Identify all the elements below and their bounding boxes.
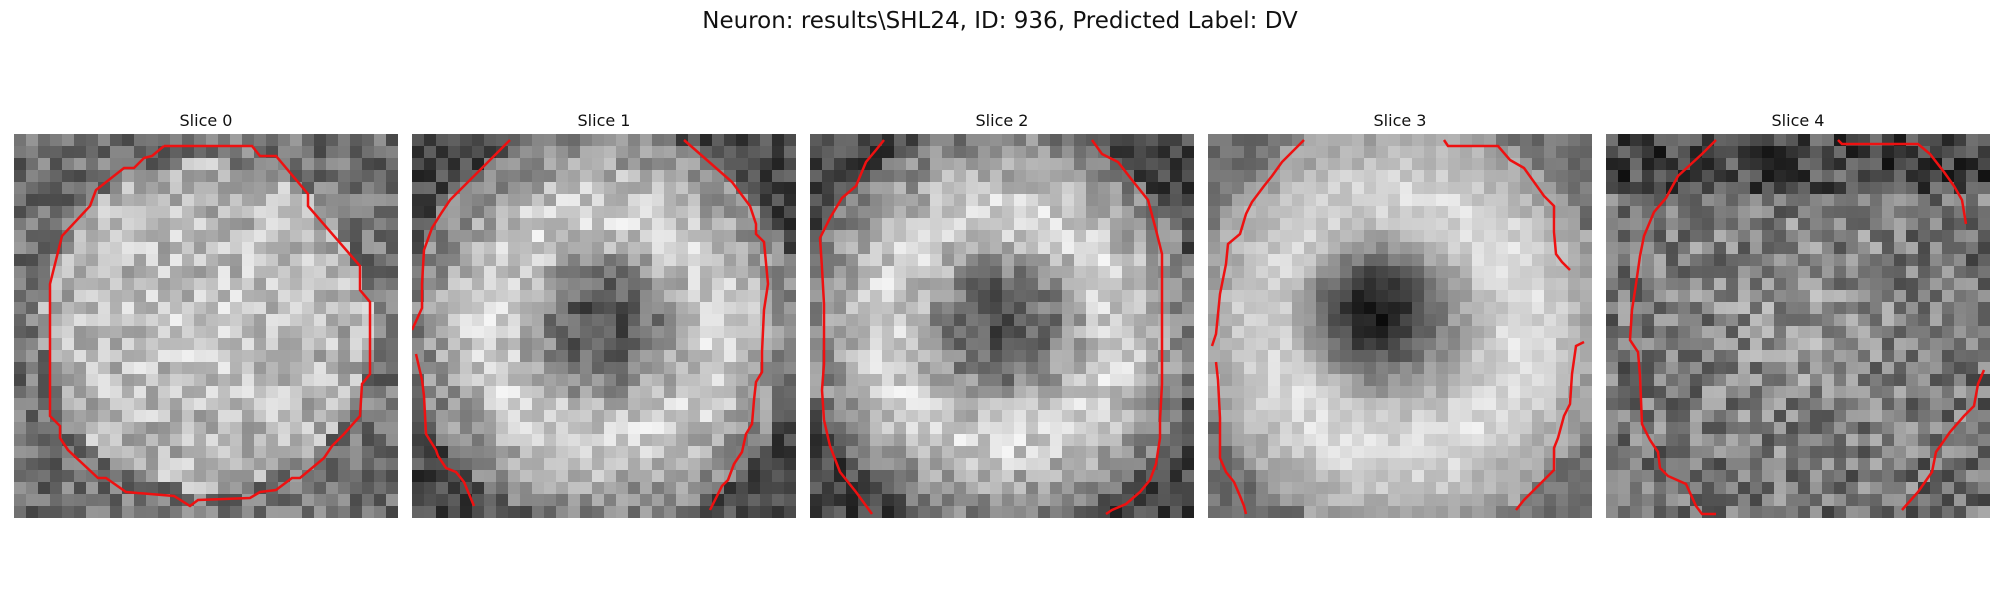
slice-panel-2: Slice 2 [810, 108, 1194, 518]
slice-title: Slice 2 [975, 111, 1029, 130]
slice-grayscale-image [1606, 134, 1990, 518]
slice-panel-1: Slice 1 [412, 108, 796, 518]
slice-grayscale-image [412, 134, 796, 518]
slice-image [14, 134, 398, 518]
slice-title: Slice 1 [577, 111, 631, 130]
roi-contour [818, 139, 1164, 516]
slice-image [412, 134, 796, 518]
roi-contour [1628, 139, 1986, 516]
slice-image [1208, 134, 1592, 518]
slice-grayscale-image [810, 134, 1194, 518]
slice-grayscale-image [1208, 134, 1592, 518]
slice-panel-4: Slice 4 [1606, 108, 1990, 518]
roi-contour [412, 139, 770, 511]
figure-title: Neuron: results\SHL24, ID: 936, Predicte… [702, 8, 1298, 34]
slice-image [810, 134, 1194, 518]
roi-contour [1210, 139, 1585, 515]
slice-title: Slice 0 [179, 111, 233, 130]
slice-panel-3: Slice 3 [1208, 108, 1592, 518]
slice-title: Slice 3 [1373, 111, 1427, 130]
slice-grayscale-image [14, 134, 398, 518]
slice-image [1606, 134, 1990, 518]
roi-contour [48, 144, 372, 508]
slice-title: Slice 4 [1771, 111, 1825, 130]
slice-panel-0: Slice 0 [14, 108, 398, 518]
